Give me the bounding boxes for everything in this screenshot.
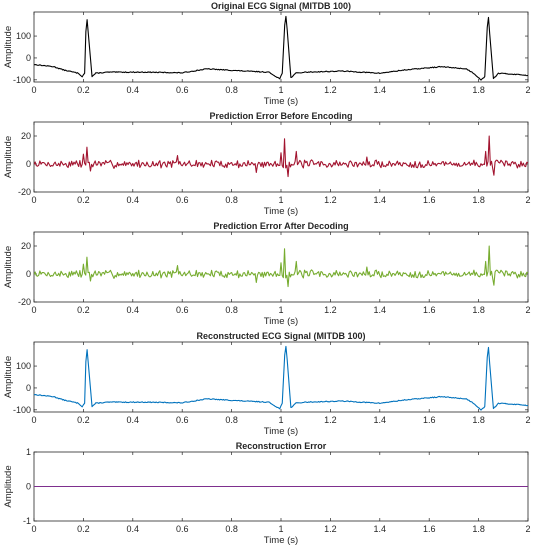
y-tick-label: 0 xyxy=(26,159,31,169)
x-tick-label: 1.4 xyxy=(374,305,387,315)
x-tick-label: 0.2 xyxy=(77,195,90,205)
y-tick-label: -20 xyxy=(18,187,31,197)
x-tick-label: 0.4 xyxy=(127,415,140,425)
x-tick-label: 0.6 xyxy=(176,305,189,315)
x-tick-label: 1.2 xyxy=(324,305,337,315)
y-axis-label: Amplitude xyxy=(3,136,14,178)
x-tick-label: 1.4 xyxy=(374,85,387,95)
x-tick-label: 1.4 xyxy=(374,415,387,425)
chart-title: Reconstruction Error xyxy=(236,441,327,451)
x-tick-label: 1.8 xyxy=(472,85,485,95)
x-tick-label: 1.6 xyxy=(423,524,436,534)
x-tick-label: 1.8 xyxy=(472,195,485,205)
x-axis-label: Time (s) xyxy=(264,426,298,437)
y-axis-label: Amplitude xyxy=(3,356,14,398)
chart-title: Reconstructed ECG Signal (MITDB 100) xyxy=(196,331,365,341)
x-tick-label: 1.4 xyxy=(374,524,387,534)
subplot-4: Reconstructed ECG Signal (MITDB 100) 0 0.2… xyxy=(3,331,531,437)
x-tick-label: 0.4 xyxy=(127,85,140,95)
x-tick-label: 1.2 xyxy=(324,415,337,425)
x-tick-label: 1 xyxy=(278,415,283,425)
x-tick-label: 1.2 xyxy=(324,524,337,534)
x-tick-label: 2 xyxy=(525,524,530,534)
y-tick-label: 100 xyxy=(16,31,31,41)
series-line-1 xyxy=(34,245,528,288)
y-tick-label: 0 xyxy=(26,269,31,279)
x-tick-label: 1 xyxy=(278,85,283,95)
y-tick-label: -20 xyxy=(18,297,31,307)
y-axis-label: Amplitude xyxy=(3,246,14,288)
x-tick-label: 0 xyxy=(31,415,36,425)
subplot-3: Prediction Error After Decoding 0 0.2 0.4 0.… xyxy=(3,221,531,327)
x-axis-label: Time (s) xyxy=(264,96,298,107)
x-tick-label: 1.8 xyxy=(472,415,485,425)
y-tick-label: -1 xyxy=(23,516,31,526)
subplot-2: Prediction Error Before Encoding 0 0.2 0.4 0… xyxy=(3,111,531,217)
subplot-1: Original ECG Signal (MITDB 100) 0 0.2 0.4 0.… xyxy=(3,1,531,107)
x-tick-label: 1 xyxy=(278,524,283,534)
x-tick-label: 1 xyxy=(278,305,283,315)
series-line-1 xyxy=(34,15,528,81)
y-tick-label: 0 xyxy=(26,383,31,393)
x-tick-label: 0.8 xyxy=(225,85,238,95)
x-tick-label: 0 xyxy=(31,524,36,534)
x-tick-label: 1.2 xyxy=(324,85,337,95)
x-tick-label: 0 xyxy=(31,305,36,315)
y-tick-label: -100 xyxy=(13,405,31,415)
x-tick-label: 0.6 xyxy=(176,85,189,95)
x-tick-label: 0.8 xyxy=(225,305,238,315)
x-tick-label: 1 xyxy=(278,195,283,205)
y-tick-label: 0 xyxy=(26,53,31,63)
x-tick-label: 0.2 xyxy=(77,524,90,534)
x-axis-label: Time (s) xyxy=(264,535,298,546)
chart-title: Prediction Error After Decoding xyxy=(213,221,348,231)
x-tick-label: 0 xyxy=(31,85,36,95)
x-tick-label: 0.6 xyxy=(176,415,189,425)
subplot-5: Reconstruction Error 0 0.2 0.4 0.6 0.8 1 1.2 1.4… xyxy=(3,441,531,546)
x-tick-label: 0.2 xyxy=(77,415,90,425)
x-tick-label: 0.6 xyxy=(176,195,189,205)
x-tick-label: 2 xyxy=(525,195,530,205)
x-tick-label: 0.8 xyxy=(225,415,238,425)
x-tick-label: 0.2 xyxy=(77,85,90,95)
x-tick-label: 1.6 xyxy=(423,305,436,315)
x-tick-label: 1.2 xyxy=(324,195,337,205)
chart-title: Original ECG Signal (MITDB 100) xyxy=(211,1,351,11)
x-tick-label: 0.4 xyxy=(127,524,140,534)
chart-title: Prediction Error Before Encoding xyxy=(209,111,352,121)
x-tick-label: 2 xyxy=(525,415,530,425)
y-tick-label: 100 xyxy=(16,361,31,371)
x-axis-label: Time (s) xyxy=(264,206,298,217)
x-tick-label: 2 xyxy=(525,305,530,315)
y-axis-label: Amplitude xyxy=(3,26,14,68)
x-tick-label: 0 xyxy=(31,195,36,205)
x-tick-label: 1.4 xyxy=(374,195,387,205)
x-tick-label: 1.8 xyxy=(472,305,485,315)
x-tick-label: 0.4 xyxy=(127,305,140,315)
y-axis-label: Amplitude xyxy=(3,465,14,507)
x-tick-label: 1.6 xyxy=(423,195,436,205)
plot-area xyxy=(33,11,529,83)
y-tick-label: 0 xyxy=(26,482,31,492)
x-tick-label: 0.6 xyxy=(176,524,189,534)
x-tick-label: 2 xyxy=(525,85,530,95)
y-tick-label: -100 xyxy=(13,75,31,85)
series-line-1 xyxy=(34,135,528,178)
x-tick-label: 1.8 xyxy=(472,524,485,534)
x-tick-label: 1.6 xyxy=(423,85,436,95)
y-tick-label: 20 xyxy=(21,131,31,141)
y-tick-label: 20 xyxy=(21,241,31,251)
x-tick-label: 0.8 xyxy=(225,524,238,534)
x-tick-label: 1.6 xyxy=(423,415,436,425)
x-tick-label: 0.4 xyxy=(127,195,140,205)
series-line-1 xyxy=(34,345,528,411)
y-tick-label: 1 xyxy=(26,447,31,457)
x-tick-label: 0.8 xyxy=(225,195,238,205)
x-axis-label: Time (s) xyxy=(264,316,298,327)
plot-area xyxy=(33,341,529,413)
x-tick-label: 0.2 xyxy=(77,305,90,315)
